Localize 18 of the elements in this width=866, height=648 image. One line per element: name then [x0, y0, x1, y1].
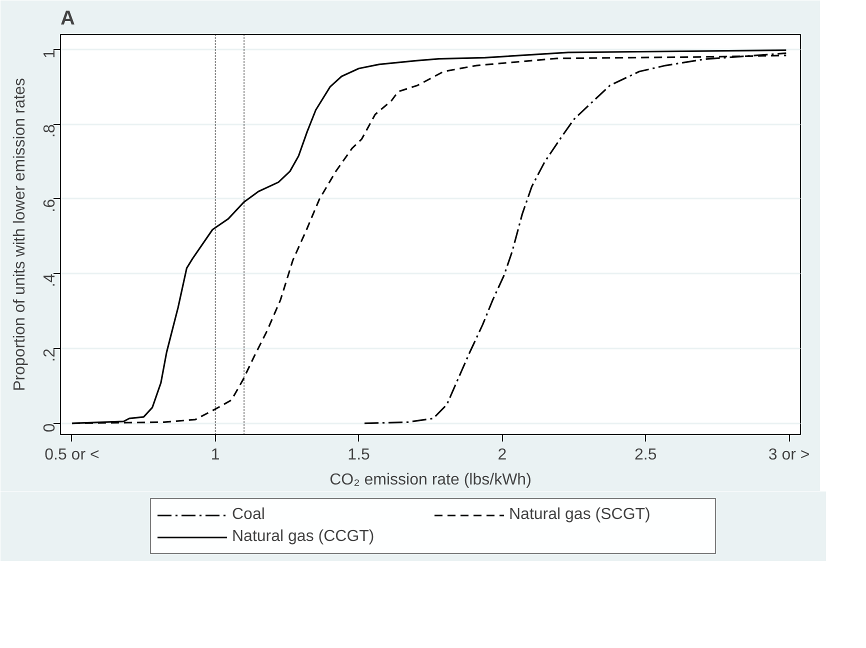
legend-label: Natural gas (SCGT) [509, 506, 652, 524]
y-tick-label: 0 [42, 423, 58, 432]
y-tick-label: 1 [42, 49, 58, 58]
y-tick-label: .2 [42, 348, 58, 362]
x-axis-title: CO₂ emission rate (lbs/kWh) [330, 472, 532, 488]
x-tick-label: 0.5 or < [44, 446, 100, 464]
y-tick-label: .8 [42, 124, 58, 138]
x-tick-label: 1 [210, 446, 220, 464]
y-tick-label: .6 [42, 198, 58, 212]
legend-label: Natural gas (CCGT) [232, 528, 376, 546]
x-tick-label: 2.5 [634, 446, 657, 464]
x-tick-label: 1.5 [348, 446, 370, 464]
legend-label: Coal [232, 506, 266, 524]
y-tick-label: .4 [42, 274, 58, 288]
chart-title: A [60, 8, 75, 30]
x-tick-label: 3 or > [768, 446, 810, 464]
y-axis-title: Proportion of units with lower emission rates [12, 78, 28, 392]
x-tick-label: 2 [498, 446, 507, 464]
